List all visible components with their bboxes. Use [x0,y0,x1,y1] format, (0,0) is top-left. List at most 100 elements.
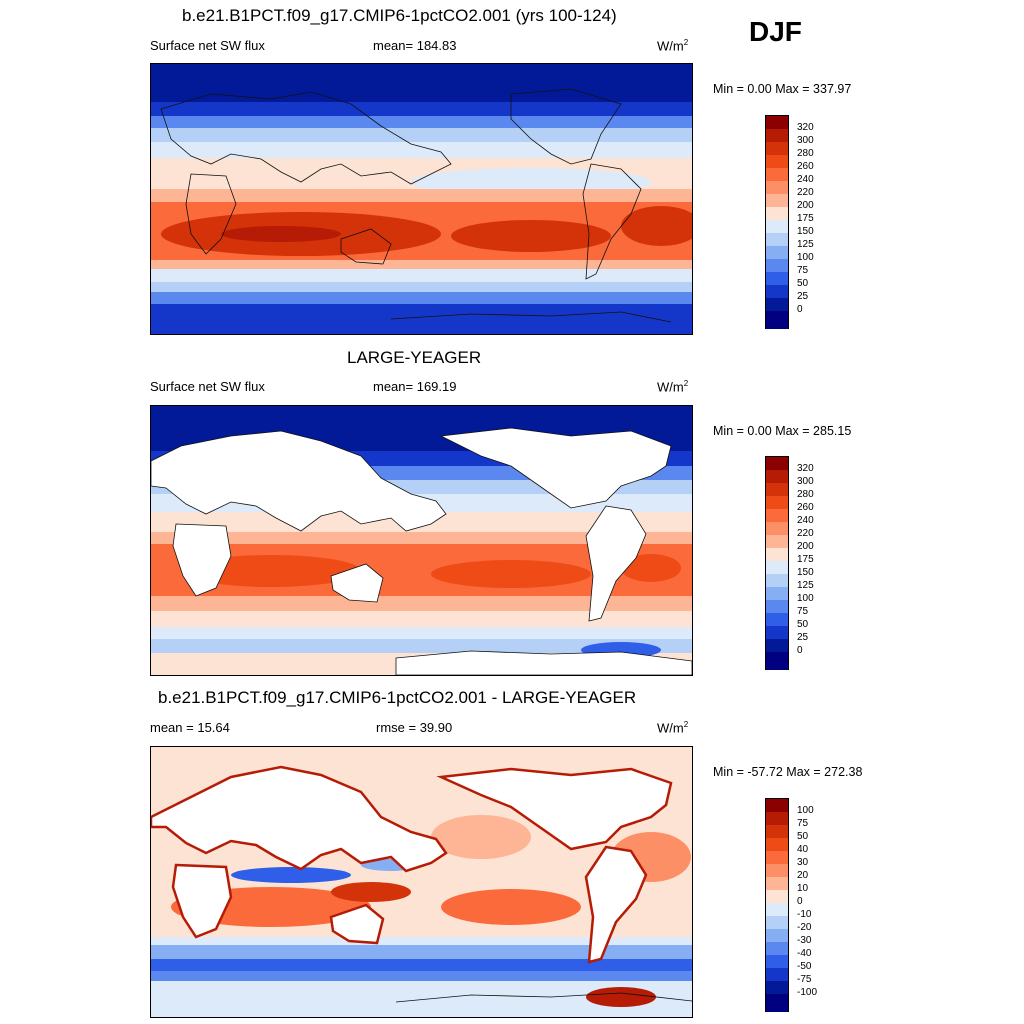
colorbar-label: 0 [797,645,803,656]
colorbar-label: 0 [797,896,803,907]
panel-1-colorbar-swatch [766,142,788,156]
panel-2-colorbar-swatch [766,496,788,510]
panel-2-units: W/m2 [657,379,689,395]
panel-2-mean: mean= 169.19 [373,379,457,394]
colorbar-label: 260 [797,161,814,172]
panel-3-colorbar-swatch [766,838,788,852]
colorbar-label: -75 [797,974,812,985]
panel-2-colorbar-swatch [766,652,788,670]
panel-3-colorbar-swatch [766,981,788,995]
panel-2-colorbar-swatch [766,561,788,575]
colorbar-label: 280 [797,148,814,159]
panel-2-colorbar-swatch [766,613,788,627]
panel-3-colorbar-swatch [766,955,788,969]
panel-1-title: b.e21.B1PCT.f09_g17.CMIP6-1pctCO2.001 (y… [182,6,617,25]
colorbar-label: -100 [797,987,818,998]
colorbar-label: -20 [797,922,812,933]
panel-3-colorbar-swatch [766,864,788,878]
colorbar-label: 240 [797,515,814,526]
panel-1-colorbar-swatch [766,207,788,221]
colorbar-label: 75 [797,818,809,829]
panel-1-colorbar [765,115,789,329]
panel-2-colorbar-swatch [766,483,788,497]
colorbar-label: 25 [797,291,809,302]
panel-3-units: W/m2 [657,720,689,736]
panel-1-mean: mean= 184.83 [373,38,457,53]
panel-1-colorbar-swatch [766,259,788,273]
panel-2-colorbar-swatch [766,535,788,549]
colorbar-label: -50 [797,961,812,972]
panel-2-colorbar-swatch [766,626,788,640]
panel-1-colorbar-swatch [766,285,788,299]
colorbar-label: 260 [797,502,814,513]
panel-2-field [151,406,692,675]
colorbar-label: 240 [797,174,814,185]
panel-2-colorbar-swatch [766,522,788,536]
panel-1-colorbar-swatch [766,155,788,169]
colorbar-label: 50 [797,619,809,630]
panel-1-colorbar-swatch [766,220,788,234]
panel-3-colorbar-swatch [766,994,788,1012]
panel-1-colorbar-swatch [766,181,788,195]
colorbar-label: 50 [797,278,809,289]
panel-3-colorbar-swatch [766,851,788,865]
colorbar-label: 40 [797,844,809,855]
panel-1-colorbar-swatch [766,233,788,247]
colorbar-label: 200 [797,200,814,211]
colorbar-label: 100 [797,252,814,263]
panel-2-colorbar-swatch [766,548,788,562]
panel-1-colorbar-swatch [766,246,788,260]
panel-3-map [150,746,693,1018]
panel-2-title: LARGE-YEAGER [347,348,482,367]
colorbar-label: 75 [797,265,809,276]
panel-3-colorbar-swatch [766,890,788,904]
colorbar-label: 300 [797,476,814,487]
colorbar-label: -40 [797,948,812,959]
panel-3-minmax: Min = -57.72 Max = 272.38 [713,765,863,779]
panel-1-colorbar-swatch [766,272,788,286]
colorbar-label: 320 [797,122,814,133]
colorbar-label: 125 [797,239,814,250]
panel-3-colorbar-swatch [766,799,788,813]
colorbar-label: 220 [797,528,814,539]
colorbar-label: -10 [797,909,812,920]
colorbar-label: 100 [797,593,814,604]
panel-2-colorbar-swatch [766,457,788,471]
panel-3-colorbar-swatch [766,877,788,891]
colorbar-label: 0 [797,304,803,315]
colorbar-label: 50 [797,831,809,842]
panel-2-minmax: Min = 0.00 Max = 285.15 [713,424,852,438]
panel-3-colorbar-swatch [766,929,788,943]
panel-3-colorbar-swatch [766,903,788,917]
colorbar-label: 20 [797,870,809,881]
colorbar-label: 220 [797,187,814,198]
colorbar-label: -30 [797,935,812,946]
colorbar-label: 75 [797,606,809,617]
panel-3-colorbar [765,798,789,1012]
panel-3-colorbar-swatch [766,825,788,839]
panel-2-colorbar-swatch [766,587,788,601]
panel-3-colorbar-swatch [766,916,788,930]
season-label: DJF [749,16,802,47]
panel-1-colorbar-swatch [766,298,788,312]
panel-1-colorbar-swatch [766,311,788,329]
colorbar-label: 175 [797,554,814,565]
colorbar-label: 175 [797,213,814,224]
panel-1-map [150,63,693,335]
colorbar-label: 125 [797,580,814,591]
panel-3-title: b.e21.B1PCT.f09_g17.CMIP6-1pctCO2.001 - … [158,688,637,707]
panel-2-colorbar-swatch [766,574,788,588]
panel-1-colorbar-swatch [766,194,788,208]
colorbar-label: 300 [797,135,814,146]
panel-3-field [151,747,692,1017]
panel-2-colorbar-swatch [766,639,788,653]
panel-1-variable: Surface net SW flux [150,38,265,53]
colorbar-label: 30 [797,857,809,868]
panel-2-variable: Surface net SW flux [150,379,265,394]
colorbar-label: 25 [797,632,809,643]
colorbar-label: 150 [797,567,814,578]
colorbar-label: 10 [797,883,809,894]
panel-1-field [151,64,692,334]
panel-2-colorbar-swatch [766,600,788,614]
colorbar-label: 200 [797,541,814,552]
